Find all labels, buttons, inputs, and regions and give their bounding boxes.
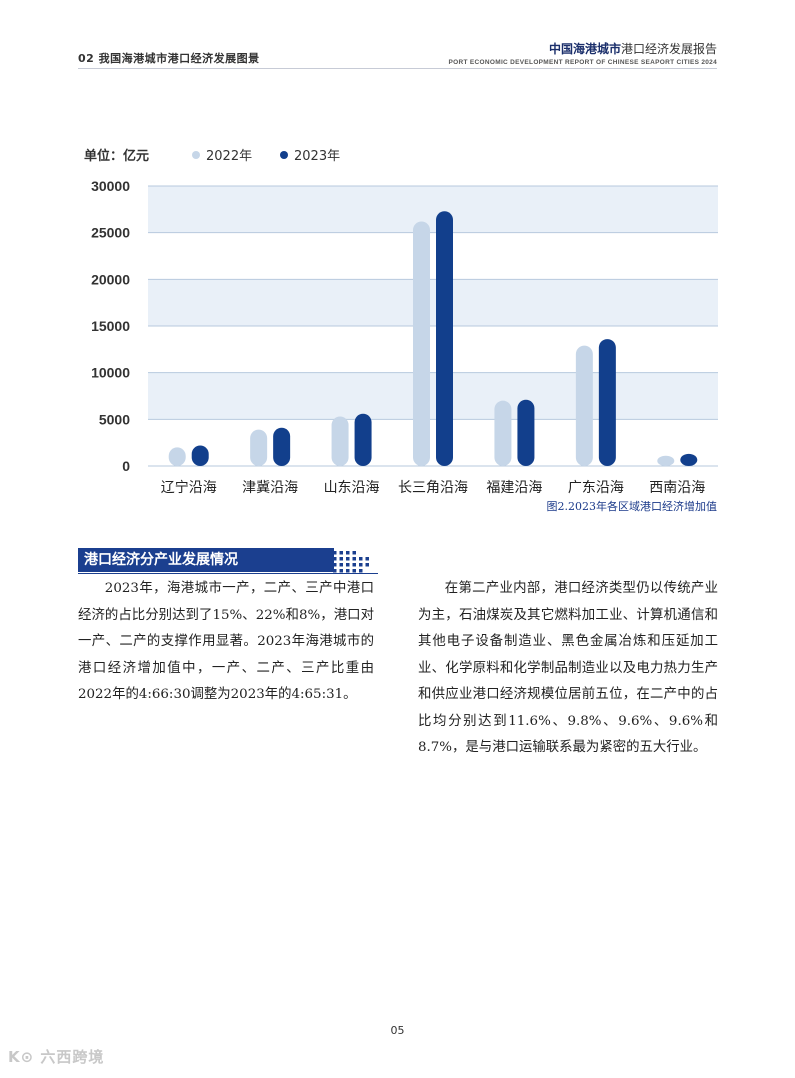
dot: [339, 569, 343, 573]
bar: [250, 429, 268, 466]
bar: [494, 400, 512, 466]
x-tick-label: 西南沿海: [649, 480, 705, 496]
legend-label: 2023年: [294, 149, 340, 164]
dot: [365, 557, 369, 561]
bar: [168, 447, 186, 466]
x-tick-label: 广东沿海: [568, 480, 624, 496]
paragraph-right: 在第二产业内部，港口经济类型仍以传统产业为主，石油煤炭及其它燃料加工业、计算机通…: [418, 581, 718, 755]
dot: [333, 557, 337, 561]
dot: [352, 557, 356, 561]
y-tick-label: 15000: [91, 318, 130, 334]
y-tick-label: 10000: [91, 365, 130, 381]
bar: [575, 345, 593, 466]
dot: [365, 563, 369, 567]
dot: [346, 557, 350, 561]
dot: [333, 551, 337, 555]
watermark-logo: K⊙ 六西跨境: [8, 1048, 105, 1066]
grid-band: [148, 372, 718, 420]
header-divider: [78, 68, 717, 69]
y-tick-label: 0: [122, 458, 130, 474]
dot: [352, 563, 356, 567]
legend-marker: [280, 151, 288, 159]
bar: [657, 455, 675, 466]
section-heading: 港口经济分产业发展情况: [78, 548, 334, 572]
dot: [346, 551, 350, 555]
legend-label: 2022年: [206, 149, 252, 164]
dot: [359, 563, 363, 567]
header-report-title: 中国海港城市港口经济发展报告 PORT ECONOMIC DEVELOPMENT…: [449, 40, 717, 66]
x-tick-label: 山东沿海: [324, 480, 380, 496]
dot: [339, 551, 343, 555]
bar: [436, 211, 453, 466]
bar: [331, 416, 349, 466]
dot: [352, 569, 356, 573]
grid-band: [148, 186, 718, 233]
dots-decoration-icon: [333, 551, 369, 573]
header-section-title: 02 我国海港城市港口经济发展图景: [78, 52, 260, 65]
grid-band: [148, 279, 718, 326]
dot: [359, 557, 363, 561]
dot: [339, 557, 343, 561]
header-subtitle: PORT ECONOMIC DEVELOPMENT REPORT OF CHIN…: [448, 59, 717, 66]
y-tick-label: 20000: [91, 271, 130, 287]
x-tick-label: 福建沿海: [486, 480, 542, 496]
unit-label: 单位：亿元: [84, 148, 149, 164]
y-tick-label: 25000: [91, 225, 130, 241]
x-tick-label: 长三角沿海: [398, 480, 468, 496]
bar: [354, 413, 372, 466]
bar: [413, 221, 430, 466]
header-title-strong: 中国海港城市: [548, 42, 621, 56]
dot: [346, 569, 350, 573]
section-underline: [78, 573, 378, 574]
bar: [598, 339, 616, 466]
dot: [346, 563, 350, 567]
dot: [333, 569, 337, 573]
x-tick-label: 津冀沿海: [242, 480, 298, 496]
bar: [517, 399, 535, 466]
bar-chart: 0 5000 10000 15000 20000 25000 30000 单位：亿元 2022年…: [84, 148, 718, 496]
bar: [273, 427, 291, 466]
x-tick-label: 辽宁沿海: [161, 479, 217, 496]
dot: [352, 551, 356, 555]
header-title-rest: 港口经济发展报告: [620, 42, 717, 56]
bar: [680, 453, 698, 466]
bar: [191, 445, 209, 466]
dot: [339, 563, 343, 567]
y-tick-label: 30000: [91, 178, 130, 194]
paragraph-left: 2023年，海港城市一产，二产、三产中港口经济的占比分别达到了15%、22%和8…: [78, 581, 374, 702]
dot: [359, 569, 363, 573]
chart-caption: 图2.2023年各区域港口经济增加值: [546, 500, 718, 513]
dot: [333, 563, 337, 567]
y-tick-label: 5000: [99, 411, 130, 427]
page-number: 05: [390, 1024, 405, 1037]
legend-marker: [192, 151, 200, 159]
